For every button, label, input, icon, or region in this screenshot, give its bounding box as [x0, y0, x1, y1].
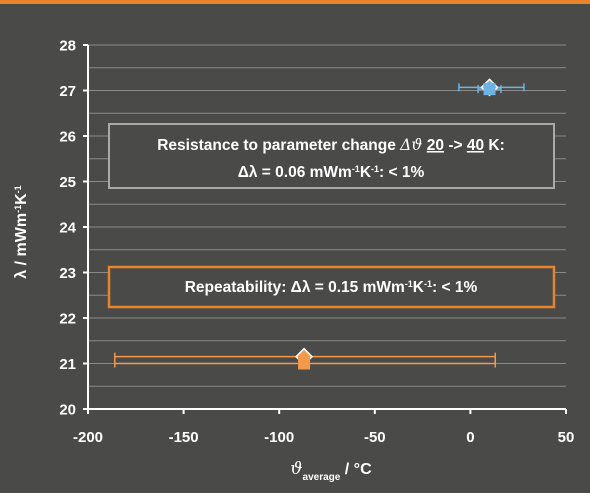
top-accent-rule: [0, 0, 590, 4]
annotation-repeatability: Repeatability: Δλ = 0.15 mWm-1K-1: < 1%: [185, 279, 478, 296]
x-axis-label: ϑaverage / °C: [290, 459, 372, 483]
y-tick-label: 20: [59, 402, 76, 419]
x-axis-label-subscript: average: [303, 472, 341, 483]
resistance-line2-suffix: : < 1%: [379, 164, 424, 181]
x-axis-label-symbol: ϑ: [290, 459, 302, 479]
y-tick-label: 22: [59, 311, 76, 328]
resistance-line2-mid: K: [360, 164, 372, 181]
repeatability-prefix: Repeatability: Δλ = 0.15 mWm: [185, 279, 405, 296]
resistance-line2-sup1: -1: [352, 164, 360, 174]
resistance-line1-symbol: Δϑ: [399, 136, 422, 154]
axes: [83, 44, 567, 414]
data-points: [114, 78, 525, 370]
x-tick-label: -100: [264, 429, 294, 446]
x-tick-label: -50: [364, 429, 386, 446]
y-tick-label: 26: [59, 129, 76, 146]
annotation-resistance-line1: Resistance to parameter change Δϑ 20 -> …: [157, 136, 505, 154]
resistance-line1-from: 20: [427, 137, 444, 154]
y-axis-label-mid: K: [13, 193, 30, 205]
y-tick-label: 28: [59, 38, 76, 55]
annotation-box-repeatability: [107, 265, 556, 309]
x-tick-label: -200: [73, 429, 103, 446]
y-axis-label-sup1: -1: [13, 205, 23, 213]
resistance-line1-prefix: Resistance to parameter change: [157, 137, 400, 154]
y-axis-label-sup2: -1: [13, 185, 23, 193]
resistance-line2-prefix: Δλ = 0.06 mWm: [238, 164, 352, 181]
repeatability-suffix: : < 1%: [432, 279, 477, 296]
repeatability-sup1: -1: [405, 279, 413, 289]
repeatability-sup2: -1: [424, 279, 432, 289]
resistance-line1-unit: K:: [484, 137, 505, 154]
y-tick-label: 23: [59, 265, 76, 282]
x-tick-labels: -200 -150 -100 -50 0 50: [73, 429, 574, 446]
resistance-line2-sup2: -1: [371, 164, 379, 174]
x-tick-label: -150: [169, 429, 199, 446]
y-tick-label: 25: [59, 174, 76, 191]
y-tick-label: 27: [59, 83, 76, 100]
data-point-square: [483, 83, 496, 96]
repeatability-mid: K: [413, 279, 425, 296]
y-tick-label: 21: [59, 356, 76, 373]
x-axis-label-unit: / °C: [340, 461, 372, 478]
annotation-box-resistance: [108, 123, 555, 189]
y-axis-label-prefix: λ / mWm: [13, 213, 30, 279]
y-tick-label: 24: [59, 220, 76, 237]
y-axis-label: λ / mWm-1K-1: [13, 185, 30, 278]
data-point-square: [298, 357, 311, 370]
resistance-line1-to: 40: [467, 137, 484, 154]
resistance-line1-arrow: ->: [444, 137, 467, 154]
x-tick-label: 50: [558, 429, 575, 446]
annotation-resistance-line2: Δλ = 0.06 mWm-1K-1: < 1%: [238, 164, 425, 181]
x-tick-label: 0: [466, 429, 474, 446]
y-tick-labels: 20 21 22 23 24 25 26 27 28: [59, 38, 76, 419]
